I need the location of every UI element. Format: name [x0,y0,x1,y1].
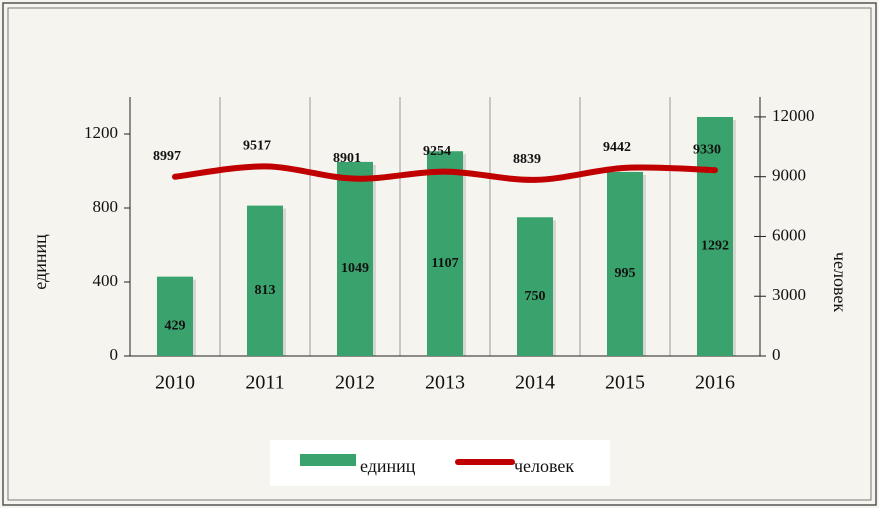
y2-tick-label: 9000 [772,166,806,185]
legend-swatch-bar [300,454,356,466]
line [172,163,718,183]
x-tick-label: 2010 [155,372,195,394]
line-value-label: 8997 [153,149,181,164]
bar [337,161,373,356]
y2-axis-title: человек [830,252,850,312]
bar-value-label: 1049 [341,261,369,276]
bar-value-label: 995 [615,266,636,281]
bar-value-label: 1292 [701,239,729,254]
bar-value-label: 750 [525,289,546,304]
legend-label: человек [514,456,574,476]
bar [427,151,463,356]
bar [607,171,643,356]
bar-value-label: 429 [165,319,186,334]
x-tick-label: 2011 [245,372,284,394]
bar [697,116,733,356]
line-value-label: 9330 [693,142,721,157]
frame-inner [7,7,872,501]
bar-value-label: 813 [255,283,276,298]
y-axis-title: единиц [30,234,50,290]
line-value-label: 8839 [513,152,541,167]
line-value-label: 9517 [243,139,271,154]
bar [157,276,193,356]
x-tick-label: 2015 [605,372,645,394]
x-tick-label: 2016 [695,372,735,394]
bar-value-label: 1107 [431,256,458,271]
x-tick-label: 2014 [515,372,555,394]
bar [247,205,283,356]
y2-tick-label: 6000 [772,225,806,244]
legend-label: единиц [360,456,416,476]
line-value-label: 8901 [333,151,361,166]
line-value-label: 9442 [603,140,631,155]
y2-tick-label: 3000 [772,285,806,304]
y2-tick-label: 12000 [772,106,815,125]
y-tick-label: 0 [110,345,119,364]
bar [517,217,553,356]
y-tick-label: 1200 [84,123,118,142]
x-tick-label: 2012 [335,372,375,394]
y2-tick-label: 0 [772,345,781,364]
frame-outer [2,2,877,506]
y-tick-label: 800 [93,197,119,216]
x-tick-label: 2013 [425,372,465,394]
y-tick-label: 400 [93,271,119,290]
line-value-label: 9254 [423,144,451,159]
